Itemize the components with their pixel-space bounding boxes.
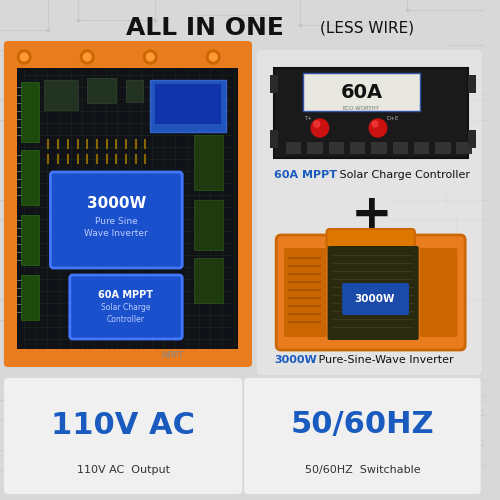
Bar	[270, 75, 278, 93]
Text: 3000W: 3000W	[274, 355, 317, 365]
Bar	[350, 142, 366, 154]
Circle shape	[146, 53, 154, 61]
Bar	[44, 80, 78, 110]
Bar	[468, 75, 476, 93]
Circle shape	[369, 119, 386, 137]
Circle shape	[144, 50, 157, 64]
FancyBboxPatch shape	[420, 248, 458, 337]
Circle shape	[311, 119, 328, 137]
Bar	[22, 275, 39, 320]
Circle shape	[206, 50, 220, 64]
Bar	[435, 142, 450, 154]
Text: Solar Charge: Solar Charge	[101, 304, 150, 312]
Bar	[87, 78, 117, 103]
Text: D+E: D+E	[386, 116, 398, 121]
FancyBboxPatch shape	[4, 41, 252, 367]
Circle shape	[84, 53, 91, 61]
Bar	[468, 130, 476, 148]
Bar	[22, 82, 39, 142]
FancyBboxPatch shape	[276, 235, 465, 350]
Bar	[456, 142, 472, 154]
Bar	[307, 142, 322, 154]
Bar	[194, 135, 223, 190]
Text: (LESS WIRE): (LESS WIRE)	[320, 20, 414, 36]
Text: +: +	[350, 191, 392, 239]
Bar	[126, 80, 144, 102]
Text: Solar Charge Controller: Solar Charge Controller	[336, 170, 470, 180]
Text: Controller: Controller	[107, 316, 145, 324]
Bar	[286, 142, 302, 154]
Circle shape	[20, 53, 28, 61]
Text: 3000W: 3000W	[86, 196, 146, 210]
Bar	[18, 68, 238, 351]
Text: 60A MPPT: 60A MPPT	[274, 170, 338, 180]
FancyBboxPatch shape	[50, 172, 182, 268]
Bar	[304, 73, 420, 111]
Text: 60A: 60A	[340, 82, 382, 102]
Bar	[194, 258, 223, 303]
Bar	[194, 200, 223, 250]
Text: 50/60HZ: 50/60HZ	[290, 410, 434, 440]
Bar	[22, 215, 39, 265]
Bar	[150, 80, 226, 132]
Text: ALL IN ONE: ALL IN ONE	[126, 16, 284, 40]
Circle shape	[372, 121, 378, 127]
Text: 110V AC: 110V AC	[51, 410, 195, 440]
Text: Wave Inverter: Wave Inverter	[84, 228, 148, 237]
FancyBboxPatch shape	[328, 246, 418, 340]
Bar	[414, 142, 430, 154]
Bar	[371, 142, 386, 154]
FancyBboxPatch shape	[326, 229, 415, 249]
Circle shape	[314, 121, 320, 127]
Text: MPPT: MPPT	[162, 352, 184, 360]
Bar	[18, 349, 238, 364]
FancyBboxPatch shape	[257, 50, 482, 375]
FancyBboxPatch shape	[4, 378, 242, 494]
Text: 110V AC  Output: 110V AC Output	[76, 465, 170, 475]
Text: Pure-Sine-Wave Inverter: Pure-Sine-Wave Inverter	[315, 355, 454, 365]
Circle shape	[210, 53, 217, 61]
Text: ECO-WORTHY: ECO-WORTHY	[343, 106, 380, 110]
FancyBboxPatch shape	[284, 248, 327, 337]
Bar	[392, 142, 408, 154]
Text: 3000W: 3000W	[355, 294, 396, 304]
FancyBboxPatch shape	[244, 378, 480, 494]
FancyBboxPatch shape	[342, 283, 409, 315]
Circle shape	[18, 50, 31, 64]
Text: 60A MPPT: 60A MPPT	[98, 290, 154, 300]
Circle shape	[80, 50, 94, 64]
Bar	[270, 130, 278, 148]
Bar	[274, 68, 468, 158]
Bar	[328, 142, 344, 154]
Bar	[22, 150, 39, 205]
Bar	[155, 84, 221, 124]
Text: 50/60HZ  Switchable: 50/60HZ Switchable	[304, 465, 420, 475]
Text: Pure Sine: Pure Sine	[95, 216, 138, 226]
FancyBboxPatch shape	[70, 275, 182, 339]
Text: T+: T+	[304, 116, 312, 121]
